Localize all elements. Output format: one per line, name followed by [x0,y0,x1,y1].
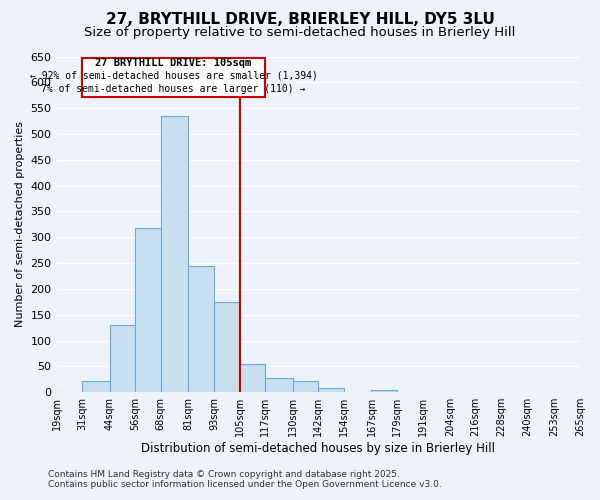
Text: ← 92% of semi-detached houses are smaller (1,394): ← 92% of semi-detached houses are smalle… [29,71,317,81]
Bar [293,381,318,392]
Bar [265,378,293,392]
Text: Size of property relative to semi-detached houses in Brierley Hill: Size of property relative to semi-detach… [85,26,515,39]
Bar [82,381,110,392]
Bar [188,266,214,392]
X-axis label: Distribution of semi-detached houses by size in Brierley Hill: Distribution of semi-detached houses by … [141,442,495,455]
Y-axis label: Number of semi-detached properties: Number of semi-detached properties [15,122,25,328]
Bar [161,116,188,392]
Bar [135,228,161,392]
Bar [214,302,239,392]
Bar [239,364,265,392]
Bar [110,325,135,392]
Text: 27 BRYTHILL DRIVE: 105sqm: 27 BRYTHILL DRIVE: 105sqm [95,58,252,68]
Bar [371,390,397,392]
Bar [318,388,344,392]
Text: 27, BRYTHILL DRIVE, BRIERLEY HILL, DY5 3LU: 27, BRYTHILL DRIVE, BRIERLEY HILL, DY5 3… [106,12,494,28]
Text: 7% of semi-detached houses are larger (110) →: 7% of semi-detached houses are larger (1… [41,84,306,94]
Bar [82,58,265,97]
Text: Contains HM Land Registry data © Crown copyright and database right 2025.
Contai: Contains HM Land Registry data © Crown c… [48,470,442,489]
